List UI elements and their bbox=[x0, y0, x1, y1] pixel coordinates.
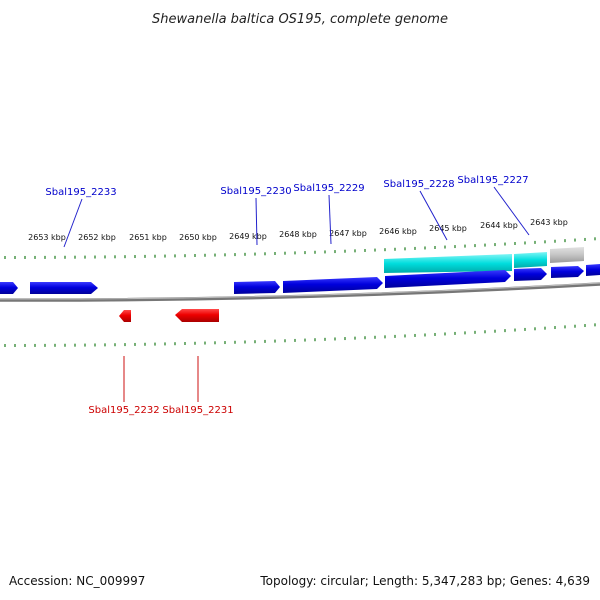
forward-gene-track bbox=[0, 264, 600, 294]
gene-label-sbal195-2229[interactable]: Sbal195_2229 bbox=[293, 183, 364, 194]
gene-label-sbal195-2227[interactable]: Sbal195_2227 bbox=[457, 175, 528, 186]
label-leader-line bbox=[419, 190, 448, 241]
highlight-feature[interactable] bbox=[384, 254, 512, 273]
tick-track-bottom bbox=[4, 323, 596, 347]
tick-label: 2646 kbp bbox=[379, 227, 417, 236]
reverse-gene-track bbox=[119, 309, 219, 322]
forward-gene[interactable] bbox=[385, 270, 511, 288]
tick-label: 2643 kbp bbox=[530, 218, 568, 227]
forward-gene[interactable] bbox=[0, 282, 18, 294]
label-leader-line bbox=[328, 194, 332, 245]
gene-label-sbal195-2228[interactable]: Sbal195_2228 bbox=[383, 179, 454, 190]
tick-label: 2649 kbp bbox=[229, 232, 267, 241]
forward-gene[interactable] bbox=[514, 268, 547, 281]
forward-gene[interactable] bbox=[30, 282, 98, 294]
label-leader-line bbox=[493, 186, 530, 236]
tick-track-top bbox=[4, 237, 596, 259]
tick-label: 2648 kbp bbox=[279, 230, 317, 239]
reverse-gene[interactable] bbox=[119, 310, 131, 322]
forward-gene[interactable] bbox=[551, 266, 584, 278]
gene-label-sbal195-2231[interactable]: Sbal195_2231 bbox=[162, 405, 233, 416]
tick-label: 2650 kbp bbox=[179, 233, 217, 242]
other-feature[interactable] bbox=[550, 247, 584, 263]
label-leader-line bbox=[63, 198, 83, 248]
reverse-gene-labels: Sbal195_2232 Sbal195_2231 bbox=[88, 356, 234, 416]
genome-backbone-highlight bbox=[0, 282, 600, 300]
tick-label: 2652 kbp bbox=[78, 233, 116, 242]
gene-label-sbal195-2230[interactable]: Sbal195_2230 bbox=[220, 186, 291, 197]
map-title: Shewanella baltica OS195, complete genom… bbox=[152, 12, 448, 27]
genome-summary: Topology: circular; Length: 5,347,283 bp… bbox=[260, 574, 590, 588]
gene-label-sbal195-2233[interactable]: Sbal195_2233 bbox=[45, 187, 116, 198]
label-leader-line bbox=[255, 197, 258, 246]
reverse-gene[interactable] bbox=[175, 309, 219, 322]
highlight-feature[interactable] bbox=[514, 252, 547, 268]
forward-gene-labels: Sbal195_2233 Sbal195_2230 Sbal195_2229 S… bbox=[45, 175, 530, 248]
tick-label: 2651 kbp bbox=[129, 233, 167, 242]
forward-gene[interactable] bbox=[234, 281, 280, 294]
genome-backbone bbox=[0, 282, 600, 302]
tick-labels: 2653 kbp 2652 kbp 2651 kbp 2650 kbp 2649… bbox=[28, 218, 568, 242]
tick-label: 2645 kbp bbox=[429, 224, 467, 233]
tick-label: 2653 kbp bbox=[28, 233, 66, 242]
tick-label: 2647 kbp bbox=[329, 229, 367, 238]
forward-gene[interactable] bbox=[586, 264, 600, 276]
gene-label-sbal195-2232[interactable]: Sbal195_2232 bbox=[88, 405, 159, 416]
tick-label: 2644 kbp bbox=[480, 221, 518, 230]
accession-label: Accession: NC_009997 bbox=[9, 574, 146, 588]
forward-gene[interactable] bbox=[283, 277, 383, 293]
